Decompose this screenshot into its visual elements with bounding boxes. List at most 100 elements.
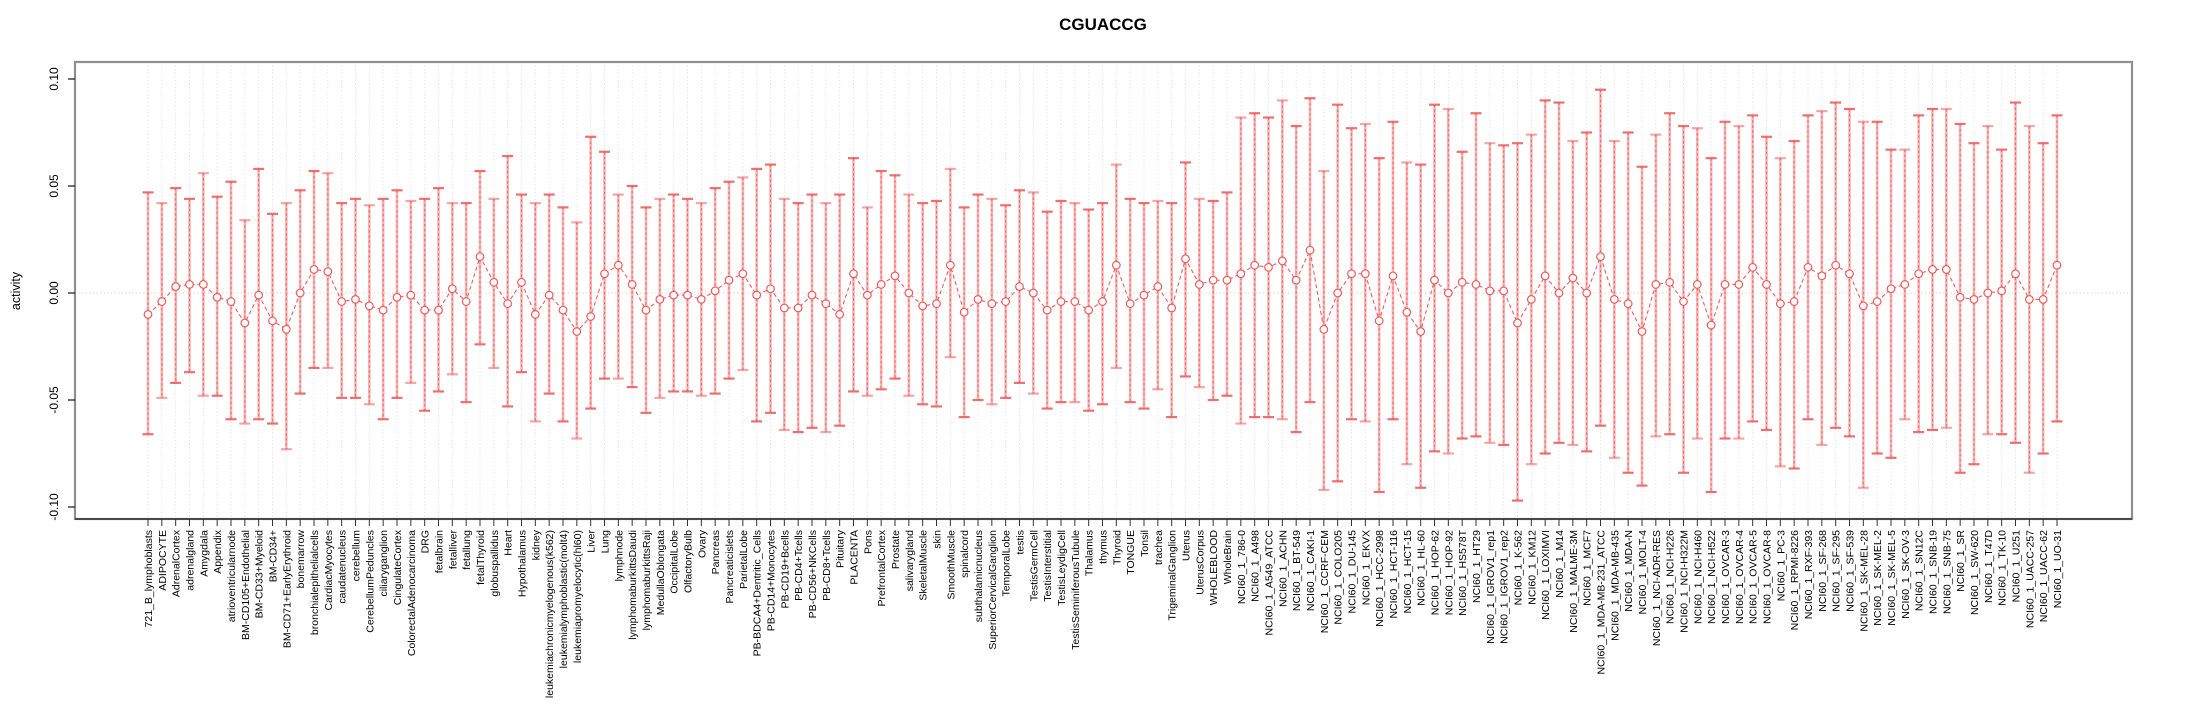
x-tick-label: NCI60_1_RPMI-8226	[1789, 530, 1801, 631]
x-tick-label: NCI60_1_IGROV1_rep1	[1485, 530, 1497, 644]
mean-point	[1706, 320, 1716, 330]
x-tick-label: fetalThyroid	[475, 530, 487, 585]
x-tick-label: NCI60_1_MDA-MB-435	[1609, 530, 1621, 641]
x-tick-label: AdrenalCortex	[171, 529, 183, 597]
x-tick-label: Liver	[586, 530, 598, 553]
mean-point	[1001, 297, 1011, 306]
mean-point	[212, 292, 222, 302]
mean-point	[1277, 256, 1287, 266]
mean-point	[1872, 297, 1882, 306]
mean-point	[1831, 260, 1841, 270]
x-tick-label: TrigeminalGanglion	[1167, 530, 1179, 621]
mean-point	[641, 305, 651, 315]
mean-point	[600, 269, 609, 279]
x-tick-label: cerebellum	[351, 530, 363, 582]
x-tick-label: lymphomaburkittsDaudi	[627, 530, 639, 640]
x-tick-label: WHOLEBLOOD	[1208, 530, 1220, 606]
x-tick-label: MedullaOblongata	[655, 530, 667, 615]
x-tick-label: adrenalgland	[185, 530, 197, 591]
mean-point	[475, 252, 485, 262]
x-tick-label: PB-BDCA4+Dentritic_Cells	[752, 530, 764, 656]
x-tick-label: ColorectalAdenocarcinoma	[406, 530, 418, 656]
mean-point	[1015, 282, 1024, 291]
x-tick-label: Hypothalamus	[517, 530, 529, 597]
x-tick-label: Pancreaticislets	[724, 530, 736, 604]
mean-point	[309, 265, 319, 274]
x-tick-label: ciliaryganglion	[378, 530, 390, 597]
chart-title: CGUACCG	[1059, 15, 1147, 34]
mean-point	[1665, 277, 1675, 287]
x-tick-label: TONGUE	[1125, 530, 1137, 575]
x-tick-label: Lung	[600, 530, 612, 554]
mean-point	[1900, 280, 1910, 289]
mean-point	[1941, 265, 1951, 274]
mean-point	[932, 299, 941, 309]
x-tick-label: NCI60_1_DU-145	[1347, 530, 1359, 614]
mean-point	[890, 271, 900, 281]
y-tick-label: 0.00	[47, 281, 61, 305]
x-tick-label: bonemarrow	[295, 530, 307, 589]
x-tick-label: globuspallidus	[489, 530, 501, 597]
mean-point	[876, 280, 886, 289]
mean-point	[1457, 277, 1467, 287]
mean-point	[1596, 252, 1605, 262]
mean-point	[1983, 288, 1993, 298]
x-tick-label: Tonsil	[1139, 530, 1151, 557]
x-tick-label: PrefrontalCortex	[876, 529, 888, 606]
mean-point	[1928, 265, 1937, 274]
mean-point	[1153, 282, 1163, 291]
mean-point	[627, 280, 637, 289]
mean-point	[254, 290, 264, 300]
x-tick-label: NCI60_1_BT-549	[1291, 530, 1303, 611]
x-tick-label: fetalliver	[447, 530, 459, 570]
x-tick-label: NCI60_1_HCT-116	[1388, 530, 1400, 619]
x-tick-label: NCI60_1_T47D	[1983, 530, 1995, 603]
mean-point	[821, 299, 831, 309]
x-tick-label: NCI60_1_K-562	[1513, 530, 1525, 605]
mean-point	[752, 290, 762, 300]
mean-point	[779, 303, 789, 313]
x-tick-label: NCI60_1_RXF-393	[1803, 530, 1815, 619]
x-tick-label: UterusCorpus	[1194, 530, 1206, 595]
x-tick-label: lymphomaburkittsRaji	[641, 530, 653, 630]
x-tick-label: NCI60_1_HOP-92	[1443, 530, 1455, 615]
x-tick-label: NCI60_1_MCF7	[1582, 530, 1594, 606]
x-tick-label: PB-CD19+Bcells	[779, 530, 791, 609]
x-tick-label: NCI60_1_MDA-N	[1623, 530, 1635, 612]
mean-point	[1360, 269, 1370, 279]
mean-point	[1637, 327, 1647, 336]
x-tick-label: ParietalLobe	[738, 530, 750, 589]
mean-point	[447, 284, 457, 294]
mean-point	[1720, 280, 1730, 289]
x-tick-label: NCI60_1_SK-MEL-28	[1858, 530, 1870, 632]
mean-point	[987, 299, 997, 309]
x-tick-label: NCI60_1_SR	[1955, 530, 1967, 592]
x-tick-label: NCI60_1_786-0	[1236, 530, 1248, 604]
x-tick-label: subthalamicnucleus	[973, 530, 985, 622]
mean-point	[1319, 324, 1329, 334]
x-tick-label: NCI60_1_UO-31	[2052, 530, 2064, 608]
x-tick-label: ADIPOCYTE	[157, 530, 169, 591]
x-tick-label: PB-CD56+NKCells	[807, 530, 819, 618]
mean-point	[1845, 269, 1854, 279]
mean-point	[849, 269, 858, 279]
x-tick-label: NCI60_1_PC-3	[1775, 530, 1787, 601]
x-tick-label: NCI60_1_MDA-MB-231_ATCC	[1596, 530, 1608, 675]
x-tick-label: NCI60_1_SK-OV-3	[1900, 530, 1912, 619]
x-tick-label: PB-CD8+Tcells	[821, 530, 833, 601]
x-tick-label: NCI60_1_HOP-62	[1430, 530, 1442, 615]
mean-point	[1609, 295, 1619, 304]
mean-point	[1568, 273, 1578, 283]
mean-point	[904, 288, 914, 298]
mean-point	[1098, 297, 1107, 306]
x-tick-label: PB-CD14+Monocytes	[766, 530, 778, 631]
mean-point	[198, 280, 208, 289]
y-axis-title: activity	[9, 271, 23, 310]
x-tick-label: caudatenucleus	[337, 530, 349, 604]
mean-point	[1070, 297, 1080, 306]
x-tick-label: NCI60_1_SF-268	[1817, 530, 1829, 612]
mean-point	[1997, 286, 2007, 296]
x-tick-label: NCI60_1_NCI-H226	[1665, 530, 1677, 624]
y-tick-label: 0.05	[47, 174, 61, 198]
x-tick-label: NCI60_1_SF-539	[1845, 530, 1857, 612]
